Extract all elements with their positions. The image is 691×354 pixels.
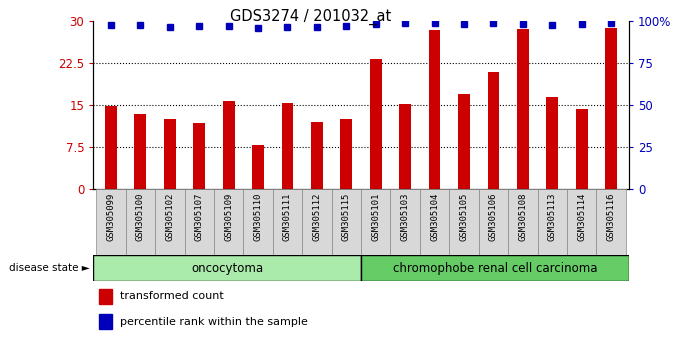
Text: GSM305101: GSM305101 (371, 193, 380, 241)
Bar (126, 189, 155, 255)
Bar (370, 59, 381, 189)
Bar (273, 189, 302, 255)
Bar (214, 189, 243, 255)
Text: GSM305105: GSM305105 (460, 193, 468, 241)
Bar (390, 189, 420, 255)
Bar (243, 189, 273, 255)
Bar (547, 97, 558, 189)
Bar (135, 114, 146, 189)
Bar (184, 189, 214, 255)
Text: transformed count: transformed count (120, 291, 224, 301)
Bar (420, 189, 449, 255)
Text: GSM305115: GSM305115 (342, 193, 351, 241)
Text: GSM305112: GSM305112 (312, 193, 321, 241)
Text: GSM305107: GSM305107 (195, 193, 204, 241)
Text: GSM305103: GSM305103 (401, 193, 410, 241)
Text: GSM305113: GSM305113 (548, 193, 557, 241)
Bar (567, 189, 596, 255)
Bar (155, 189, 184, 255)
Text: oncocytoma: oncocytoma (191, 262, 263, 275)
Bar (508, 189, 538, 255)
Text: GSM305102: GSM305102 (165, 193, 174, 241)
Text: percentile rank within the sample: percentile rank within the sample (120, 317, 308, 327)
Bar (99, 314, 112, 329)
Text: GSM305106: GSM305106 (489, 193, 498, 241)
Text: GSM305110: GSM305110 (254, 193, 263, 241)
Text: GSM305099: GSM305099 (106, 193, 115, 241)
Bar (99, 289, 112, 304)
Bar (576, 109, 587, 189)
Bar (458, 94, 470, 189)
Bar (252, 144, 264, 189)
Bar (193, 123, 205, 189)
Text: chromophobe renal cell carcinoma: chromophobe renal cell carcinoma (392, 262, 597, 275)
Text: GSM305116: GSM305116 (607, 193, 616, 241)
Bar (479, 189, 508, 255)
Bar (488, 72, 500, 189)
Text: GSM305114: GSM305114 (577, 193, 586, 241)
Bar (282, 103, 294, 189)
Bar (399, 104, 411, 189)
Bar (93, 255, 361, 281)
Bar (361, 189, 390, 255)
Bar (332, 189, 361, 255)
Bar (311, 122, 323, 189)
Bar (596, 189, 626, 255)
Bar (605, 28, 617, 189)
Text: GDS3274 / 201032_at: GDS3274 / 201032_at (230, 9, 392, 25)
Bar (361, 255, 629, 281)
Bar (517, 29, 529, 189)
Bar (105, 107, 117, 189)
Text: disease state ►: disease state ► (9, 263, 90, 273)
Bar (538, 189, 567, 255)
Text: GSM305100: GSM305100 (136, 193, 145, 241)
Bar (302, 189, 332, 255)
Text: GSM305111: GSM305111 (283, 193, 292, 241)
Bar (449, 189, 479, 255)
Bar (164, 119, 176, 189)
Text: GSM305108: GSM305108 (518, 193, 527, 241)
Bar (96, 189, 126, 255)
Text: GSM305109: GSM305109 (224, 193, 233, 241)
Bar (428, 30, 440, 189)
Bar (223, 101, 234, 189)
Text: GSM305104: GSM305104 (430, 193, 439, 241)
Bar (341, 119, 352, 189)
